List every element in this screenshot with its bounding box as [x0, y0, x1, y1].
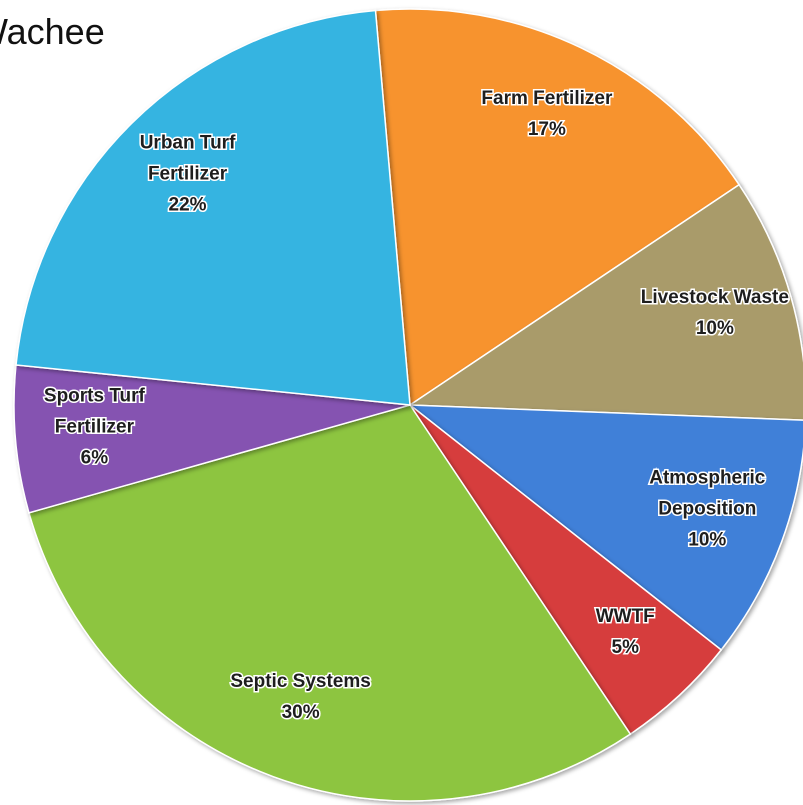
slice-label: Livestock Waste: [641, 287, 789, 308]
slice-value-label: 17%: [528, 119, 566, 140]
slice-value-label: 30%: [282, 702, 320, 723]
slice-label: Urban Turf Fertilizer: [140, 132, 236, 184]
pie-slice: [407, 183, 803, 421]
slice-label: Atmospheric Deposition: [649, 467, 766, 519]
slice-label: Sports Turf Fertilizer: [44, 386, 146, 438]
pie: [13, 8, 803, 802]
slice-label: Septic Systems: [230, 671, 370, 692]
pie-slice: [407, 404, 803, 651]
slice-value-label: 10%: [688, 529, 726, 550]
pie-slice: [15, 9, 411, 406]
slice-label: WWTF: [596, 606, 655, 627]
pie-slice: [28, 404, 632, 802]
slice-value-label: 6%: [81, 448, 109, 469]
slice-value-label: 22%: [169, 194, 207, 215]
pie-slice: [13, 364, 411, 514]
slice-value-label: 5%: [612, 637, 640, 658]
chart-title: Wachee: [0, 11, 105, 52]
pie-slice: [374, 8, 741, 407]
slice-label: Farm Fertilizer: [481, 88, 613, 109]
slice-value-label: 10%: [696, 318, 734, 339]
